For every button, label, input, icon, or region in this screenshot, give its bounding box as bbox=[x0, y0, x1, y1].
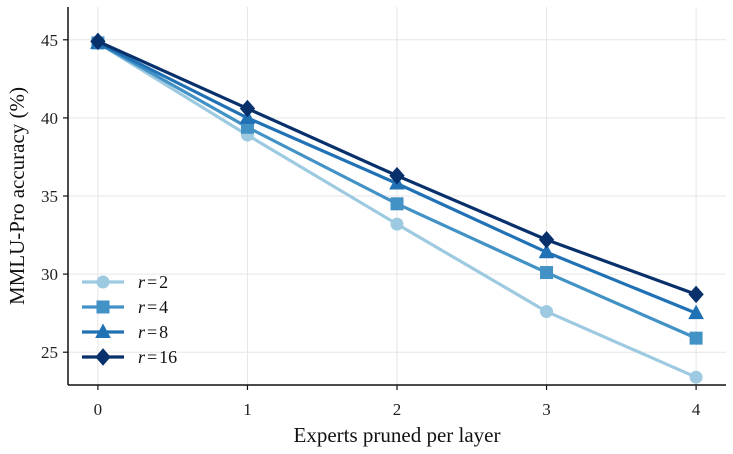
grid bbox=[68, 7, 726, 385]
series-group bbox=[90, 32, 704, 384]
data-point-square bbox=[540, 266, 554, 280]
legend-label: r = 4 bbox=[138, 297, 168, 317]
x-tick-label: 1 bbox=[243, 400, 252, 419]
data-point-diamond bbox=[239, 99, 256, 118]
y-tick-label: 30 bbox=[41, 265, 58, 284]
data-point-square bbox=[390, 197, 404, 211]
data-point-diamond bbox=[538, 230, 555, 249]
x-tick-label: 3 bbox=[542, 400, 551, 419]
legend-label: r = 2 bbox=[138, 272, 168, 292]
data-point-circle bbox=[390, 217, 404, 231]
legend-marker bbox=[95, 323, 111, 338]
data-point-triangle bbox=[688, 304, 704, 320]
legend-marker bbox=[96, 275, 110, 289]
legend-item: r = 4 bbox=[82, 297, 168, 317]
x-tick-label: 4 bbox=[692, 400, 701, 419]
legend-marker bbox=[95, 348, 111, 366]
data-point-diamond bbox=[90, 32, 106, 51]
data-point-diamond bbox=[389, 166, 405, 185]
y-tick-label: 35 bbox=[41, 187, 58, 206]
series-r16 bbox=[90, 32, 704, 304]
legend-marker bbox=[96, 300, 110, 314]
legend-item: r = 2 bbox=[82, 272, 168, 292]
y-tick-label: 25 bbox=[41, 343, 58, 362]
data-point-circle bbox=[689, 370, 703, 384]
legend-item: r = 16 bbox=[82, 347, 177, 367]
x-tick-label: 0 bbox=[94, 400, 103, 419]
data-point-square bbox=[689, 331, 703, 345]
data-point-circle bbox=[540, 305, 554, 319]
x-axis-label: Experts pruned per layer bbox=[294, 423, 501, 447]
data-point-diamond bbox=[688, 285, 704, 304]
y-axis-label: MMLU-Pro accuracy (%) bbox=[5, 87, 29, 305]
legend: r = 2 r = 4 r = 8 r = 16 bbox=[82, 272, 177, 367]
legend-label: r = 8 bbox=[138, 322, 168, 342]
y-ticks: 25 30 35 40 45 bbox=[41, 31, 68, 362]
y-tick-label: 45 bbox=[41, 31, 58, 50]
data-point-triangle bbox=[538, 243, 555, 259]
legend-label: r = 16 bbox=[138, 347, 177, 367]
x-ticks: 0 1 2 3 4 bbox=[94, 385, 701, 419]
x-tick-label: 2 bbox=[393, 400, 402, 419]
legend-item: r = 8 bbox=[82, 322, 168, 342]
y-tick-label: 40 bbox=[41, 109, 58, 128]
